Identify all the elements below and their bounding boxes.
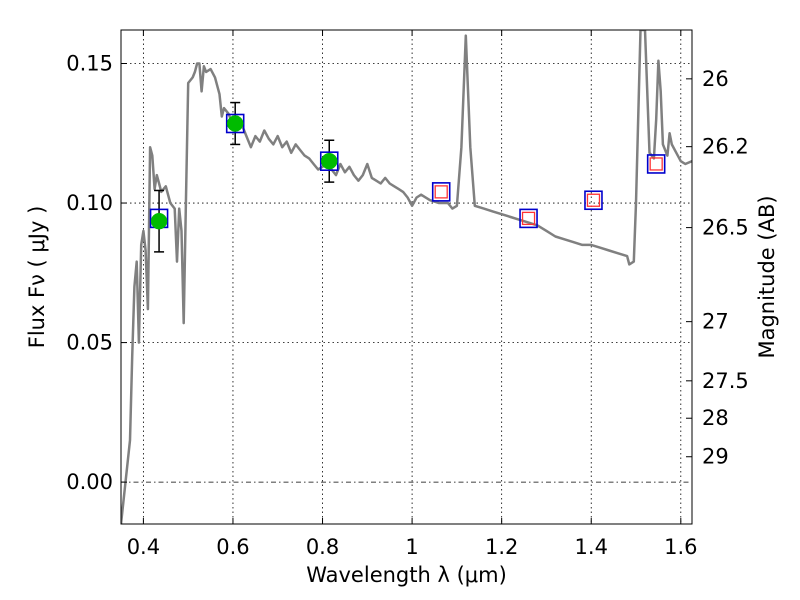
- photometry-circle: [226, 115, 244, 132]
- photometry-circle: [320, 152, 338, 170]
- x-axis-label: Wavelength λ (μm): [306, 563, 507, 587]
- model-square: [646, 154, 666, 174]
- model-square: [319, 151, 339, 171]
- axis-labels: Wavelength λ (μm) Flux Fν ( μJy ) Magnit…: [25, 195, 779, 587]
- magnitude-tick-label: 27: [702, 310, 729, 334]
- x-tick-label: 1.6: [664, 535, 697, 559]
- x-tick-label: 1.2: [485, 535, 518, 559]
- y-tick-label: 0.00: [66, 470, 113, 494]
- magnitude-tick-label: 26.2: [702, 135, 749, 159]
- x-tick-label: 0.4: [127, 535, 160, 559]
- grid: [121, 30, 692, 524]
- upper-limit-square: [434, 185, 448, 199]
- model-square: [431, 182, 451, 202]
- magnitude-tick-label: 26: [702, 67, 729, 91]
- model-square: [225, 113, 245, 134]
- y-tick-label: 0.05: [66, 331, 113, 355]
- y-axis-label: Flux Fν ( μJy ): [25, 206, 49, 349]
- photometry-circle: [150, 212, 168, 230]
- y-tick-label: 0.10: [66, 191, 113, 215]
- photometry-points: [149, 101, 666, 253]
- magnitude-tick-label: 26.5: [702, 216, 749, 240]
- magnitude-tick-label: 28: [702, 406, 729, 430]
- model-square: [519, 208, 538, 229]
- upper-limit-square: [586, 193, 601, 207]
- model-square: [584, 190, 603, 211]
- x-tick-label: 0.8: [306, 535, 339, 559]
- x-tick-label: 1.4: [575, 535, 608, 559]
- y-tick-label: 0.15: [66, 51, 113, 75]
- plot-frame: [120, 29, 693, 525]
- magnitude-axis-label: Magnitude (AB): [755, 195, 779, 358]
- upper-limit-square: [521, 211, 536, 226]
- magnitude-tick-label: 27.5: [702, 369, 749, 393]
- x-tick-label: 0.6: [216, 535, 249, 559]
- upper-limit-square: [649, 157, 663, 171]
- magnitude-tick-label: 29: [702, 445, 729, 469]
- x-tick-label: 1: [405, 535, 418, 559]
- axes: 0.4 0.6 0.8 1 1.2 1.4 1.6 0.00 0.05 0.10 0.15 26 26.…: [66, 29, 749, 559]
